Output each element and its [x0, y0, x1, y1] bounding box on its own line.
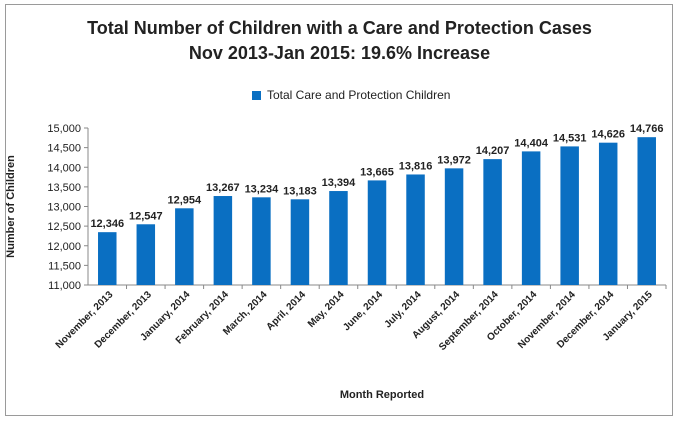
y-tick-label: 11,000	[48, 280, 81, 292]
y-axis-title: Number of Children	[5, 155, 17, 258]
data-label: 14,531	[553, 132, 587, 144]
x-tick-label: May, 2014	[306, 289, 347, 330]
bar	[329, 191, 348, 285]
data-label: 13,234	[245, 183, 280, 195]
x-tick-label: July, 2014	[383, 289, 424, 330]
data-label: 14,626	[591, 129, 625, 141]
data-label: 12,547	[129, 210, 163, 222]
y-tick-label: 14,000	[47, 162, 81, 174]
y-tick-label: 11,500	[48, 260, 81, 272]
data-label: 12,954	[168, 194, 203, 206]
y-tick-label: 13,500	[47, 182, 81, 194]
y-tick-label: 12,500	[47, 221, 81, 233]
data-label: 13,665	[360, 166, 394, 178]
data-label: 13,267	[206, 182, 240, 194]
bar	[367, 180, 387, 285]
data-label: 13,183	[283, 185, 317, 197]
bar	[444, 168, 464, 285]
data-label: 13,972	[437, 154, 471, 166]
bar	[521, 151, 541, 285]
bar	[290, 199, 310, 285]
bar	[136, 224, 156, 285]
bar	[213, 196, 233, 285]
legend-label: Total Care and Protection Children	[267, 88, 451, 102]
bar	[175, 208, 194, 285]
y-tick-label: 12,000	[47, 241, 81, 253]
x-tick-label: June, 2014	[341, 289, 385, 333]
bar	[637, 137, 656, 285]
bar	[560, 146, 579, 285]
x-axis-title: Month Reported	[340, 389, 424, 401]
y-tick-label: 13,000	[47, 202, 81, 214]
bar	[98, 232, 117, 285]
x-tick-label: April, 2014	[265, 289, 309, 333]
bar	[252, 197, 271, 285]
data-label: 14,766	[630, 123, 664, 135]
bar	[406, 174, 425, 285]
y-tick-label: 15,000	[47, 123, 81, 135]
chart-subtitle: Nov 2013-Jan 2015: 19.6% Increase	[188, 43, 491, 63]
chart-title: Total Number of Children with a Care and…	[87, 18, 592, 38]
data-label: 14,404	[514, 137, 549, 149]
data-label: 14,207	[476, 145, 510, 157]
y-tick-label: 14,500	[47, 143, 81, 155]
legend-swatch	[252, 90, 261, 100]
bar	[483, 159, 502, 285]
bar	[598, 142, 618, 285]
data-label: 12,346	[90, 218, 124, 230]
data-label: 13,394	[322, 177, 357, 189]
data-label: 13,816	[399, 160, 433, 172]
legend: Total Care and Protection Children	[252, 88, 450, 102]
